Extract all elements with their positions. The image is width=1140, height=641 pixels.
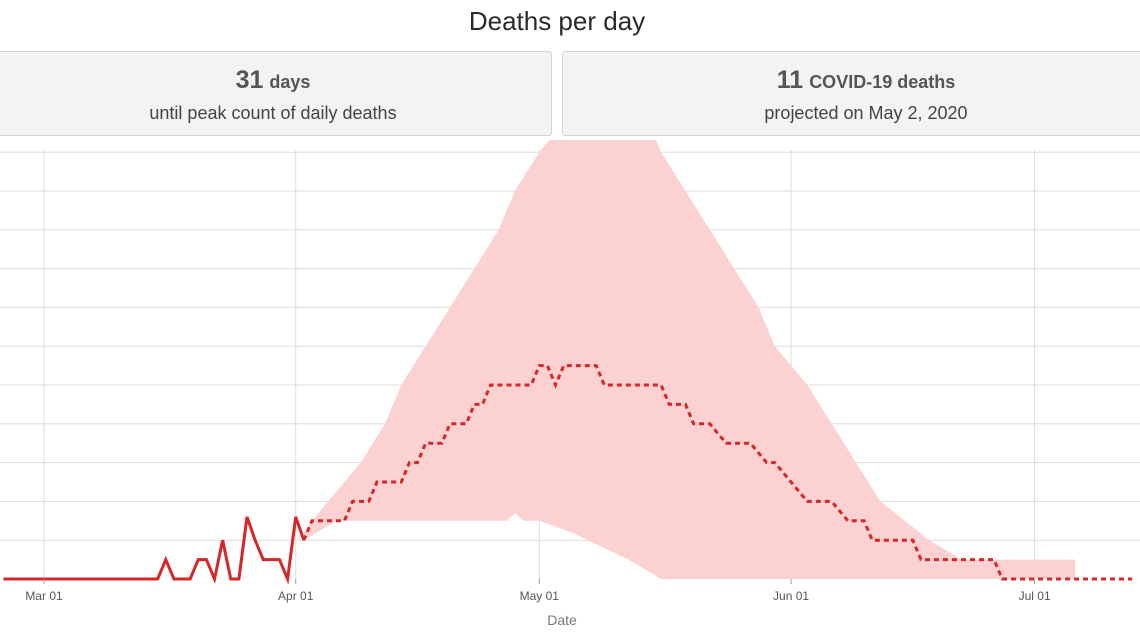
deaths-per-day-chart: Mar 01 Apr 01 May 01 Jun 01 Jul 01	[0, 140, 1140, 603]
projected-deaths-unit: COVID-19 deaths	[809, 72, 956, 92]
x-tick-label: Mar 01	[25, 589, 63, 603]
peak-days-unit: days	[269, 72, 311, 92]
projected-deaths-value: 11	[776, 66, 804, 94]
chart-title: Deaths per day	[468, 6, 646, 36]
x-tick-label: May 01	[520, 589, 560, 603]
x-axis-title: Date	[547, 612, 577, 628]
x-tick-label: Apr 01	[278, 589, 314, 603]
x-tick-label: Jul 01	[1019, 589, 1051, 603]
peak-days-value: 31	[235, 66, 264, 94]
projected-deaths-line	[302, 364, 1133, 581]
x-axis-ticks: Mar 01 Apr 01 May 01 Jun 01 Jul 01	[25, 579, 1051, 603]
peak-days-caption: until peak count of daily deaths	[149, 103, 397, 123]
confidence-band-area	[303, 140, 1076, 579]
observed-deaths-line	[3, 516, 306, 585]
peak-days-card: 31 days until peak count of daily deaths	[0, 51, 552, 136]
confidence-band	[303, 140, 1076, 579]
series-lines	[3, 364, 1133, 585]
projected-deaths-card: 11 COVID-19 deaths projected on May 2, 20…	[562, 51, 1140, 136]
x-tick-label: Jun 01	[773, 589, 809, 603]
projected-deaths-caption: projected on May 2, 2020	[764, 103, 968, 123]
